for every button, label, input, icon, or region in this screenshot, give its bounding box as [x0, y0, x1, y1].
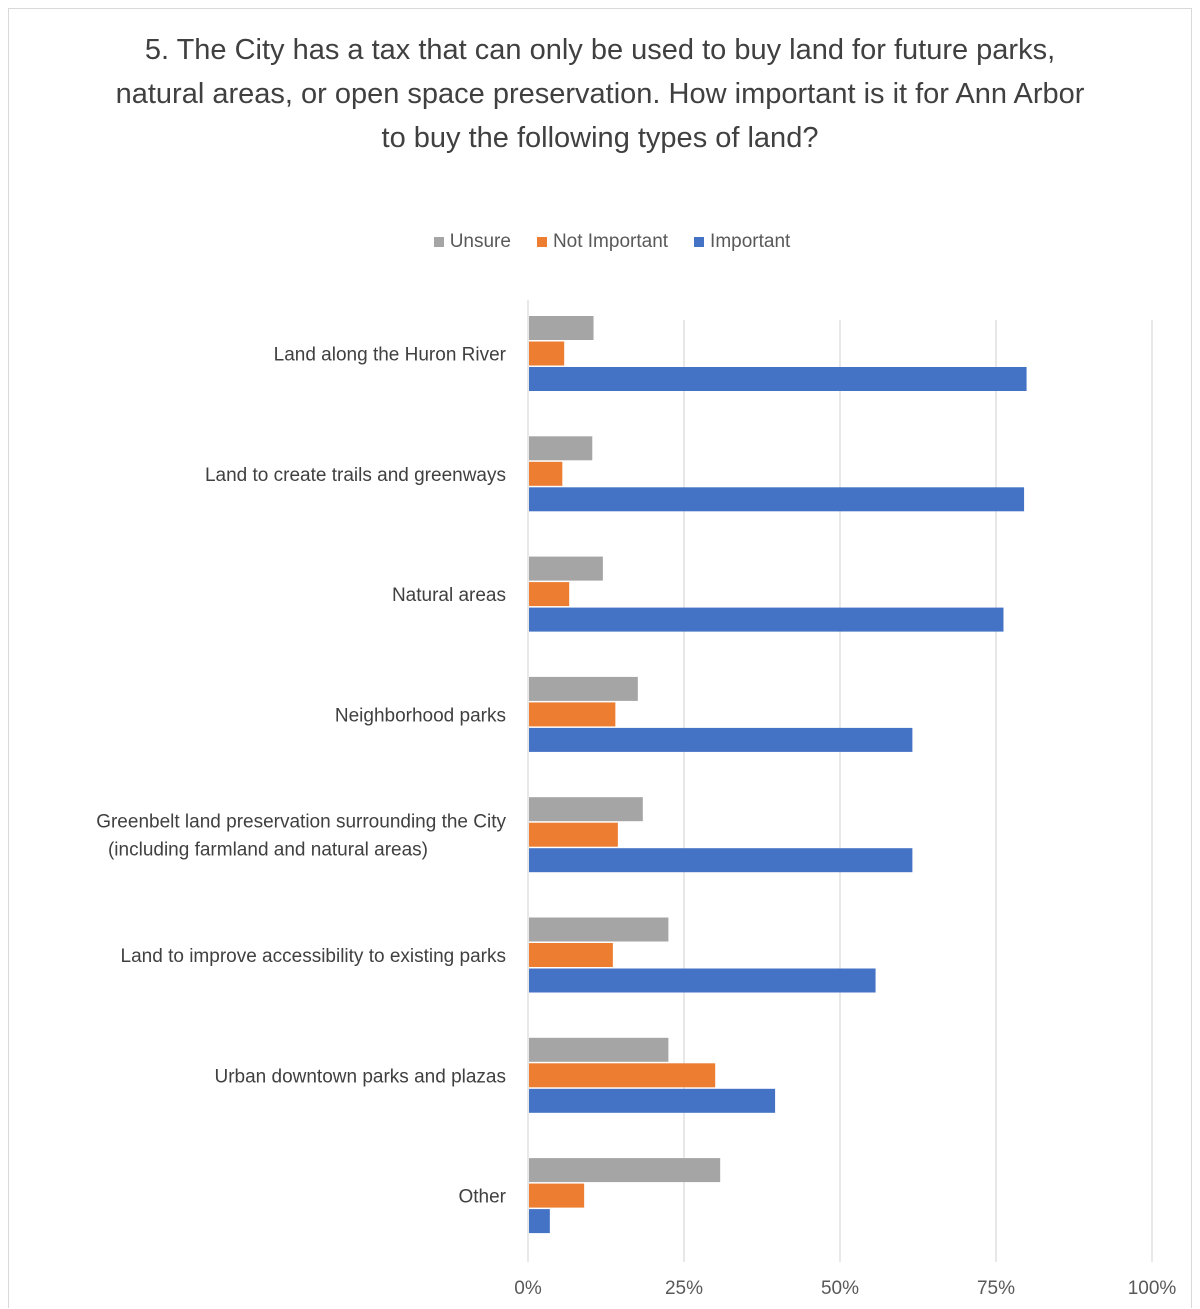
bar-important [529, 367, 1027, 391]
legend-item: Unsure [433, 231, 511, 253]
bar-important [529, 848, 913, 873]
bar-not-important [529, 1063, 716, 1088]
x-tick-label: 0% [514, 1278, 542, 1299]
bar-unsure [529, 316, 594, 340]
category-label: Greenbelt land preservation surrounding … [96, 812, 506, 833]
bar-unsure [529, 676, 638, 701]
bar-unsure [529, 1037, 669, 1062]
category-label: Natural areas [392, 585, 506, 606]
legend-item: Not Important [536, 231, 669, 253]
bar-unsure [529, 556, 603, 581]
chart-title: 5. The City has a tax that can only be u… [115, 34, 1085, 154]
category-label: Urban downtown parks and plazas [214, 1066, 506, 1087]
category-label: Other [458, 1187, 506, 1208]
bar-not-important [529, 341, 565, 366]
bar-not-important [529, 1183, 585, 1208]
bar-not-important [529, 702, 616, 727]
bar-unsure [529, 1158, 721, 1183]
legend-swatch [536, 237, 547, 247]
legend-label: Not Important [552, 231, 669, 252]
category-label: Land along the Huron River [274, 345, 507, 366]
bar-not-important [529, 461, 563, 486]
category-label: (including farmland and natural areas) [108, 840, 428, 861]
bar-important [529, 968, 876, 993]
category-label: Neighborhood parks [335, 705, 506, 726]
bar-not-important [529, 582, 570, 607]
bar-unsure [529, 917, 669, 942]
legend-swatch [694, 237, 705, 247]
category-label: Land to create trails and greenways [205, 465, 506, 486]
legend-swatch [433, 237, 444, 247]
bar-important [529, 607, 1004, 632]
legend-label: Unsure [449, 231, 511, 252]
legend-label: Important [710, 231, 791, 252]
chart-frame [8, 8, 1192, 1308]
category-label: Land to improve accessibility to existin… [121, 946, 506, 967]
bar-important [529, 727, 913, 752]
bar-unsure [529, 797, 643, 822]
legend-item: Important [694, 231, 790, 253]
x-tick-label: 50% [821, 1278, 859, 1299]
x-tick-label: 75% [977, 1278, 1015, 1299]
bar-unsure [529, 436, 593, 461]
bar-not-important [529, 822, 618, 847]
bar-not-important [529, 943, 613, 967]
bar-important [529, 1088, 776, 1113]
x-tick-label: 100% [1128, 1278, 1177, 1299]
chart-legend: Unsure Not Important Important [0, 231, 1200, 253]
bar-important [529, 487, 1025, 512]
bar-important [529, 1209, 550, 1234]
x-tick-label: 25% [665, 1278, 703, 1299]
